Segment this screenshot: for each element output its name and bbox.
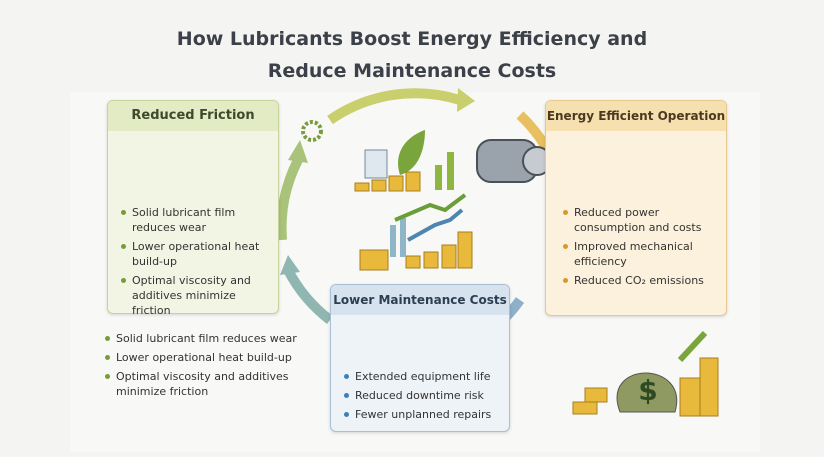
bullet-list: Extended equipment life Reduced downtime… <box>343 369 503 426</box>
arrow-head <box>288 140 308 163</box>
arrow <box>327 88 462 125</box>
bar <box>435 165 442 190</box>
bullet: Fewer unplanned repairs <box>343 407 503 422</box>
arrow <box>283 267 334 324</box>
trend-arrow <box>394 193 467 222</box>
coins <box>572 357 719 417</box>
coins <box>354 171 473 271</box>
screen <box>364 149 388 179</box>
bullet: Lower operational heat build-up <box>120 239 270 269</box>
bullet: Solid lubricant film reduces wear <box>104 331 324 346</box>
money-bag <box>616 372 678 413</box>
bullet-list: Reduced power consumption and costs Impr… <box>562 205 720 292</box>
panel-title: Energy Efficient Operation <box>546 101 726 131</box>
gear-icon <box>301 120 323 142</box>
bar <box>390 225 396 257</box>
panel-title: Reduced Friction <box>108 101 278 131</box>
panel: Reduced Friction Solid lubricant film re… <box>107 100 279 317</box>
bullet: Optimal viscosity and additives minimize… <box>104 369 324 399</box>
bullet: Optimal viscosity and additives minimize… <box>120 273 270 318</box>
bullet: Reduced downtime risk <box>343 388 503 403</box>
panel: Energy Efficient Operation Reduced power… <box>545 100 727 316</box>
arrow-head <box>280 255 300 275</box>
bar <box>447 152 454 190</box>
bullet: Extended equipment life <box>343 369 503 384</box>
bullet: Improved mechanical efficiency <box>562 239 720 269</box>
trend-arrow <box>677 330 708 363</box>
bullet: Solid lubricant film reduces wear <box>120 205 270 235</box>
title: How Lubricants Boost Energy Efficiency a… <box>176 28 648 50</box>
bar <box>400 218 406 257</box>
panel-title: Lower Maintenance Costs <box>331 285 509 315</box>
bullet: Reduced power consumption and costs <box>562 205 720 235</box>
leaf <box>398 130 425 175</box>
bullet-list: Solid lubricant film reduces wear Lower … <box>120 205 270 322</box>
bullet: Lower operational heat build-up <box>104 350 324 365</box>
trend-arrow <box>407 208 464 242</box>
arrow-head <box>457 88 475 112</box>
arrow <box>276 157 303 241</box>
dollar-sign: $ <box>638 374 657 407</box>
summary-list: Solid lubricant film reduces wear Lower … <box>104 331 324 403</box>
bullet: Reduced CO₂ emissions <box>562 273 720 288</box>
title: Reduce Maintenance Costs <box>267 60 557 82</box>
panel: Lower Maintenance Costs Extended equipme… <box>330 284 510 432</box>
